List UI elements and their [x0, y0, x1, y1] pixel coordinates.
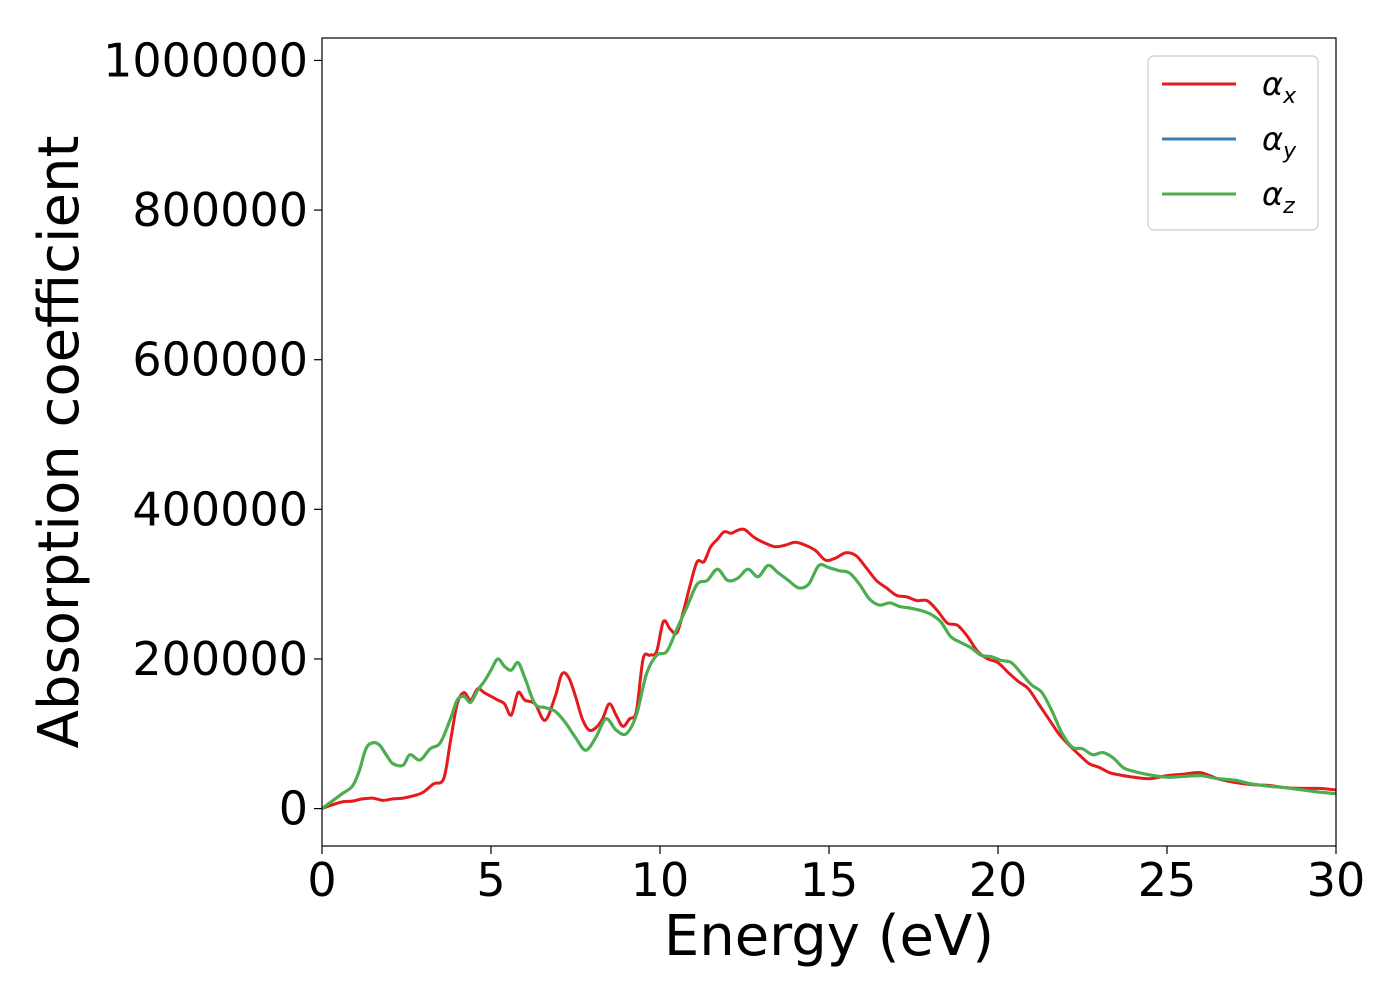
x-tick-label: 15: [800, 853, 859, 907]
series-line-z: [322, 563, 1336, 810]
y-tick-label: 1000000: [103, 33, 308, 87]
x-tick-label: 25: [1138, 853, 1197, 907]
x-tick-label: 20: [969, 853, 1028, 907]
series-line-y: [322, 563, 1336, 810]
y-axis-ticks: 0 200000 400000 600000 800000 1000000: [103, 33, 322, 836]
y-axis-label: Absorption coefficient: [27, 136, 92, 749]
x-tick-label: 10: [631, 853, 690, 907]
x-tick-label: 5: [476, 853, 505, 907]
series-layer: [322, 527, 1336, 810]
x-axis-ticks: 0 5 10 15 20 25 30: [307, 846, 1365, 907]
legend-box: [1147, 55, 1319, 231]
x-tick-label: 0: [307, 853, 336, 907]
x-tick-label: 30: [1307, 853, 1366, 907]
y-tick-label: 0: [279, 782, 308, 836]
y-tick-label: 800000: [132, 183, 308, 237]
legend-label-z: αz: [1262, 175, 1295, 219]
x-axis-label: Energy (eV): [664, 904, 994, 969]
series-line-x: [322, 527, 1336, 810]
y-tick-label: 400000: [132, 482, 308, 536]
y-tick-label: 600000: [132, 333, 308, 387]
y-tick-label: 200000: [132, 632, 308, 686]
